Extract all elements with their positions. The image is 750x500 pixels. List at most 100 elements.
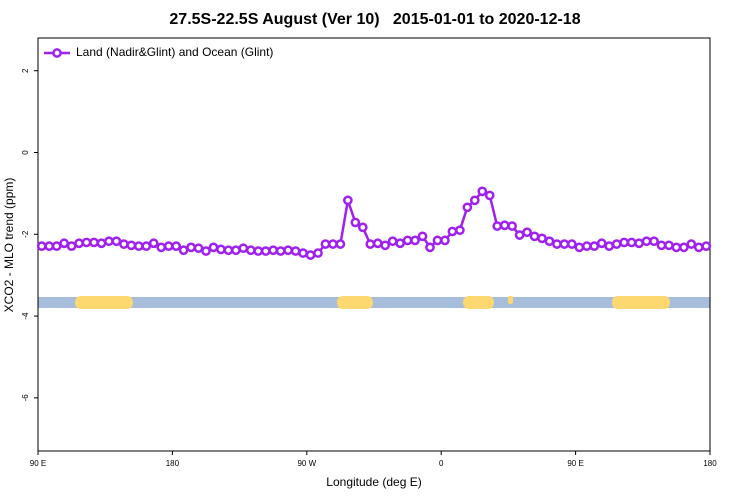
x-tick-label: 0: [439, 459, 444, 468]
data-point: [671, 242, 682, 253]
data-point: [66, 241, 77, 251]
data-point: [596, 238, 607, 249]
data-point: [619, 237, 629, 248]
data-point: [148, 238, 159, 249]
data-point: [701, 241, 712, 251]
data-point: [268, 245, 279, 256]
data-point: [223, 245, 234, 256]
data-point: [455, 225, 465, 236]
y-tick-label: 0: [21, 150, 30, 155]
data-point: [380, 240, 391, 251]
data-point: [335, 239, 346, 249]
data-point: [649, 236, 659, 247]
data-point: [96, 238, 107, 249]
data-point: [126, 240, 137, 251]
data-point: [581, 241, 592, 251]
data-point: [260, 246, 271, 256]
data-point: [664, 240, 674, 251]
data-point: [567, 239, 577, 249]
data-point: [492, 221, 503, 231]
data-point: [626, 237, 637, 248]
data-point: [328, 239, 338, 249]
data-point: [298, 248, 308, 258]
data-point: [51, 241, 62, 251]
data-point: [507, 221, 517, 231]
data-point: [499, 220, 510, 231]
data-point: [111, 236, 122, 247]
data-point: [559, 239, 570, 249]
y-tick-label: 2: [21, 68, 30, 73]
data-point: [201, 246, 211, 256]
x-tick-label: 90 E: [30, 459, 46, 468]
land-segment: [508, 296, 513, 304]
y-tick-label: -4: [21, 312, 30, 320]
data-point: [552, 239, 562, 249]
data-point: [186, 242, 196, 253]
land-segment: [463, 296, 494, 309]
data-point: [133, 241, 144, 251]
data-point: [36, 241, 47, 251]
data-point: [59, 238, 69, 249]
data-point: [44, 241, 55, 251]
data-point: [693, 242, 704, 253]
data-point: [634, 238, 644, 249]
data-point: [357, 222, 368, 233]
data-point: [641, 236, 652, 247]
data-point: [611, 239, 622, 249]
data-point: [163, 241, 174, 251]
land-segment: [337, 296, 373, 309]
data-point: [305, 250, 316, 260]
data-point: [238, 243, 249, 254]
data-point: [343, 195, 353, 206]
data-point: [589, 241, 600, 251]
data-point: [417, 231, 428, 242]
data-point: [537, 233, 547, 244]
data-point: [141, 241, 152, 251]
data-point: [387, 236, 398, 247]
data-point: [119, 239, 129, 249]
data-point: [395, 238, 405, 249]
land-segment: [75, 296, 133, 309]
data-point: [208, 242, 219, 253]
data-point: [544, 236, 555, 247]
data-point: [350, 217, 361, 228]
land-segment: [612, 296, 670, 309]
y-axis-label: XCO2 - MLO trend (ppm): [2, 178, 16, 313]
data-point: [604, 241, 615, 251]
data-point: [193, 243, 204, 254]
data-point: [477, 186, 488, 197]
x-tick-label: 180: [166, 459, 180, 468]
data-point: [679, 242, 689, 253]
data-point: [447, 226, 458, 237]
data-point: [216, 244, 226, 255]
data-point: [686, 239, 697, 249]
ocean-band: [38, 297, 710, 308]
data-point: [410, 235, 420, 246]
data-point: [313, 248, 323, 258]
data-point: [574, 242, 585, 253]
data-point: [104, 236, 114, 247]
data-point: [89, 237, 99, 248]
data-point: [484, 190, 495, 201]
land-ocean-strip: [38, 296, 710, 309]
y-tick-label: -2: [21, 230, 30, 238]
data-point: [290, 246, 301, 256]
data-point: [522, 227, 532, 238]
data-point: [245, 245, 256, 256]
data-point: [156, 242, 167, 253]
data-point: [178, 245, 189, 256]
data-point: [171, 241, 181, 251]
legend-label: Land (Nadir&Glint) and Ocean (Glint): [76, 45, 273, 59]
legend-marker: [52, 48, 62, 58]
data-point: [656, 240, 667, 251]
data-point: [469, 195, 480, 206]
data-point: [514, 230, 525, 240]
data-point: [74, 238, 84, 249]
x-tick-label: 90 W: [297, 459, 316, 468]
data-point: [425, 242, 435, 253]
x-tick-label: 90 E: [567, 459, 583, 468]
data-point: [440, 235, 450, 246]
data-point: [231, 245, 241, 256]
chart-title: 27.5S-22.5S August (Ver 10) 2015-01-01 t…: [169, 11, 580, 28]
